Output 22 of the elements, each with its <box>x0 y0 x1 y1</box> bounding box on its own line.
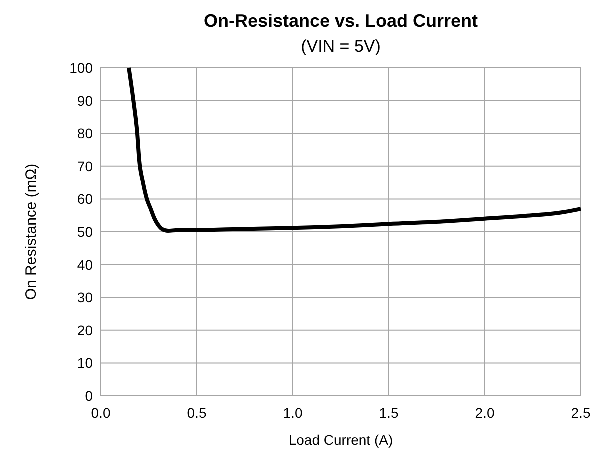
y-tick-label: 80 <box>77 126 94 142</box>
y-tick-label: 10 <box>77 355 94 372</box>
chart-title: On-Resistance vs. Load Current <box>204 11 478 31</box>
y-axis-title: On Resistance (mΩ) <box>23 164 40 300</box>
line-series <box>127 66 583 234</box>
x-tick-label: 1.5 <box>379 405 399 421</box>
chart-subtitle: (VIN = 5V) <box>301 37 381 56</box>
x-tick-label: 2.0 <box>475 405 495 421</box>
y-tick-label: 30 <box>77 290 94 306</box>
y-tick-label: 70 <box>77 158 94 174</box>
x-tick-label: 1.0 <box>283 405 303 421</box>
x-tick-label: 2.5 <box>571 405 591 421</box>
x-tick-label: 0.5 <box>187 405 207 421</box>
y-tick-label: 20 <box>77 322 94 338</box>
y-tick-label: 90 <box>77 92 94 109</box>
y-tick-label: 50 <box>77 224 94 240</box>
x-axis-title: Load Current (A) <box>288 432 394 448</box>
y-tick-label: 0 <box>85 388 94 404</box>
y-tick-label: 60 <box>77 191 94 208</box>
y-tick-label: 100 <box>70 60 94 76</box>
x-tick-label: 0.0 <box>91 405 111 421</box>
y-tick-label: 40 <box>77 256 94 273</box>
